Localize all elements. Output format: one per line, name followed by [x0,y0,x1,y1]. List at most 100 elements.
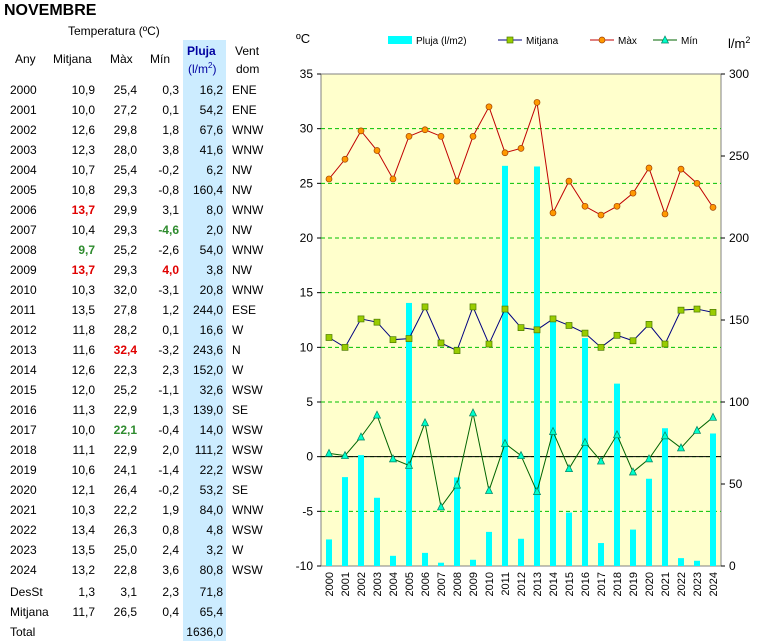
cell-min: -1,1 [158,383,179,397]
cell-pluja: 16,2 [199,83,223,97]
left-tick-label: 10 [300,340,314,354]
bar-pluja-2017 [598,543,604,566]
x-tick-label: 2023 [692,572,704,596]
cell-min: -3,2 [158,343,179,357]
point-min-2019 [628,467,638,476]
cell-vent: NW [232,263,252,277]
table-row: 2009 13,7 29,3 4,0 3,8 NW [0,260,275,280]
bar-pluja-2004 [390,555,396,566]
point-mitjana-2001 [341,343,349,351]
cell-min: 3,8 [162,143,179,157]
point-mitjana-2004 [389,336,397,344]
point-mitjana-2017 [597,343,605,351]
cell-vent: SE [232,483,249,497]
cell-max: 25,2 [113,243,137,257]
table-row: 2008 9,7 25,2 -2,6 54,0 WNW [0,240,275,260]
left-tick-label: 35 [300,67,314,81]
point-min-2003 [372,410,382,419]
point-max-2018 [613,202,621,210]
point-mitjana-2012 [517,324,525,332]
table-row: 2010 10,3 32,0 -3,1 20,8 WNW [0,280,275,300]
point-mitjana-2006 [421,303,429,311]
cell-max: 25,2 [113,383,137,397]
cell-pluja: 152,0 [192,363,223,377]
x-tick-label: 2017 [596,572,608,596]
cell-mitjana: 11,7 [72,605,95,619]
cell-mitjana: 13,7 [71,203,95,217]
cell-min: 2,3 [162,363,179,377]
cell-vent: WNW [232,283,264,297]
point-max-2016 [581,202,589,210]
table-row: 2002 12,6 29,8 1,8 67,6 WNW [0,120,275,140]
point-mitjana-2023 [693,305,701,313]
point-mitjana-2000 [325,334,333,341]
header-mitjana: Mitjana [53,52,92,66]
cell-vent: WNW [232,503,264,517]
bar-pluja-2011 [502,165,508,566]
cell-min: -0,4 [158,423,179,437]
right-tick-label: 0 [729,559,736,573]
cell-max: 28,0 [113,143,137,157]
point-max-2013 [533,99,541,106]
cell-pluja: 32,6 [199,383,223,397]
point-min-2009 [468,408,478,417]
x-tick-label: 2011 [500,572,512,596]
cell-vent: NW [232,163,252,177]
table-row: Mitjana 11,7 26,5 0,4 65,4 [0,602,275,622]
right-tick-label: 300 [729,67,749,81]
bar-pluja-2002 [358,455,364,566]
cell-vent: SE [232,403,249,417]
left-tick-label: 15 [300,286,314,300]
cell-mitjana: 11,1 [72,443,95,457]
cell-pluja: 244,0 [192,303,223,317]
point-min-2017 [596,456,606,465]
table-row: 2019 10,6 24,1 -1,4 22,2 WSW [0,460,275,480]
x-tick-label: 2014 [548,572,560,596]
point-min-2016 [580,437,590,446]
cell-max: 28,2 [113,323,137,337]
bar-pluja-2006 [422,552,428,566]
x-tick-label: 2008 [452,572,464,596]
cell-max: 25,4 [113,83,137,97]
y-left-label: ºC [296,31,310,46]
point-max-2001 [341,155,349,163]
point-max-2023 [693,179,701,187]
header-pluja: Pluja [187,44,216,58]
x-tick-label: 2000 [324,572,336,596]
cell-min: 2,3 [162,585,179,599]
point-mitjana-2005 [405,335,413,342]
legend-min-label: Mín [681,36,698,47]
point-max-2014 [549,209,557,217]
point-min-2013 [532,486,542,496]
point-max-2003 [373,147,381,154]
cell-vent: ENE [232,83,257,97]
legend-pluja-label: Pluja (l/m2) [416,36,467,47]
left-tick-label: 5 [306,395,313,409]
header-pluja-unit: (l/m2) [188,61,217,76]
x-tick-label: 2013 [532,572,544,596]
point-max-2012 [517,144,525,152]
legend-max-label: Màx [618,36,637,47]
bar-pluja-2008 [454,477,460,566]
cell-pluja: 14,0 [199,423,223,437]
point-min-2024 [708,412,718,421]
table-row: 2001 10,0 27,2 0,1 54,2 ENE [0,100,275,120]
cell-any: 2013 [10,343,37,357]
table-row: 2011 13,5 27,8 1,2 244,0 ESE [0,300,275,320]
cell-any: 2020 [10,483,37,497]
cell-min: 1,9 [162,503,179,517]
pluja-column-highlight [183,40,226,641]
point-mitjana-2008 [453,347,461,354]
cell-pluja: 67,6 [199,123,223,137]
cell-vent: WNW [232,203,264,217]
cell-mitjana: 12,1 [71,483,95,497]
cell-max: 22,9 [113,443,137,457]
cell-min: 3,6 [162,563,179,577]
cell-pluja: 41,6 [199,143,223,157]
point-min-2015 [564,463,574,473]
point-max-2004 [389,175,397,183]
cell-mitjana: 13,5 [71,303,95,317]
cell-pluja: 54,0 [199,243,223,257]
table-row: 2006 13,7 29,9 3,1 8,0 WNW [0,200,275,220]
x-tick-label: 2024 [708,572,720,596]
